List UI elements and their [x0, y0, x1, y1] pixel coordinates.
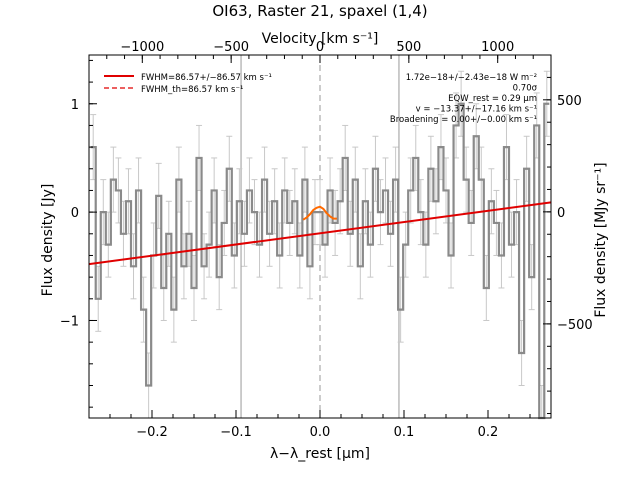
x-tick-label: −0.1: [220, 425, 252, 440]
chart-title: OI63, Raster 21, spaxel (1,4): [212, 2, 427, 20]
legend-label-fwhm: FWHM=86.57+/−86.57 km s⁻¹: [141, 73, 272, 83]
x-tick-label: 0.1: [394, 425, 415, 440]
top-tick-label: −1000: [120, 40, 164, 55]
top-tick-label: 0: [316, 40, 324, 55]
fit-annotation: 1.72e−18+/−2.43e−18 W m⁻²: [406, 73, 537, 83]
gaussian-line-fit: [302, 205, 337, 221]
top-tick-label: 1000: [481, 40, 514, 55]
x-tick-label: 0.0: [310, 425, 331, 440]
x-tick-label: 0.2: [478, 425, 499, 440]
top-axis-label: Velocity [km s⁻¹]: [262, 31, 379, 47]
y-tick-label: 0: [71, 206, 79, 221]
legend: FWHM=86.57+/−86.57 km s⁻¹ FWHM_th=86.57 k…: [104, 73, 272, 95]
top-tick-label: 500: [396, 40, 421, 55]
y-tick-label: −1: [60, 314, 79, 329]
right-tick-label: 500: [557, 94, 582, 109]
legend-label-fwhm-th: FWHM_th=86.57 km s⁻¹: [141, 85, 243, 95]
y-axis-label: Flux density [Jy]: [40, 184, 56, 297]
right-axis-label: Flux density [MJy sr⁻¹]: [593, 162, 609, 317]
axis-tick-labels: −0.2 −0.1 0.0 0.1 0.2 −1000 −500 0 500 1000 −1 0 1 −5…: [60, 40, 593, 440]
fit-annotation: 0.70σ: [513, 84, 538, 94]
x-tick-label: −0.2: [136, 425, 168, 440]
right-tick-label: 0: [557, 206, 565, 221]
data-series: [88, 102, 552, 420]
spectrum-histogram: [90, 102, 550, 420]
y-tick-label: 1: [71, 98, 79, 113]
fit-annotation: Broadening = 0.00+/−0.00 km s⁻¹: [390, 115, 537, 125]
continuum-fit-line: [88, 201, 552, 266]
x-axis-label: λ−λ_rest [μm]: [270, 446, 370, 462]
fit-annotation: v = −13.37+/−17.16 km s⁻¹: [416, 105, 537, 115]
right-tick-label: −500: [557, 318, 593, 333]
top-tick-label: −500: [213, 40, 249, 55]
axis-ticks: [89, 54, 551, 418]
fit-annotation: EQW_rest = 0.29 μm: [448, 94, 537, 104]
